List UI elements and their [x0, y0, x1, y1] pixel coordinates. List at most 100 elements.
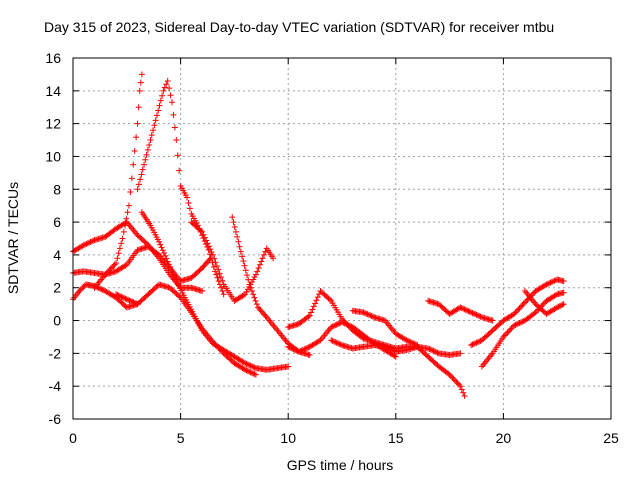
data-point-marker — [118, 240, 125, 247]
data-point-marker — [336, 320, 343, 327]
data-point-marker — [429, 347, 436, 354]
data-point-marker — [106, 267, 113, 274]
data-point-marker — [306, 352, 313, 359]
x-tick-label: 25 — [603, 430, 619, 446]
data-point-marker — [111, 261, 118, 268]
data-point-marker — [79, 285, 86, 292]
data-point-marker — [215, 266, 222, 273]
data-point-marker — [148, 132, 155, 139]
data-point-marker — [231, 224, 238, 231]
data-point-marker — [242, 366, 249, 373]
data-point-marker — [299, 346, 306, 353]
data-point-marker — [119, 235, 126, 242]
y-tick-label: 4 — [53, 247, 61, 263]
data-point-marker — [332, 339, 339, 346]
data-point-marker — [554, 304, 561, 311]
data-point-marker — [207, 246, 214, 253]
data-point-marker — [159, 247, 166, 254]
data-point-marker — [103, 270, 110, 277]
series-track-15 — [468, 276, 567, 349]
data-point-marker — [431, 348, 438, 355]
data-point-marker — [363, 310, 370, 317]
data-point-marker — [328, 324, 335, 331]
data-point-marker — [243, 367, 250, 374]
data-point-marker — [247, 369, 254, 376]
data-point-marker — [367, 312, 374, 319]
data-point-marker — [113, 291, 120, 298]
data-point-marker — [240, 365, 247, 372]
data-point-marker — [160, 87, 167, 94]
data-point-marker — [247, 284, 254, 291]
data-point-marker — [519, 318, 526, 325]
data-point-marker — [211, 255, 218, 262]
chart-title: Day 315 of 2023, Sidereal Day-to-day VTE… — [44, 19, 554, 35]
data-point-marker — [411, 340, 418, 347]
data-point-marker — [122, 295, 129, 302]
data-point-marker — [293, 347, 300, 354]
data-point-marker — [517, 319, 524, 326]
data-point-marker — [123, 215, 130, 222]
data-point-marker — [100, 287, 107, 294]
data-point-marker — [542, 282, 549, 289]
data-point-marker — [560, 301, 567, 308]
data-point-marker — [167, 92, 174, 99]
data-point-marker — [517, 303, 524, 310]
data-point-marker — [216, 270, 223, 277]
data-point-marker — [137, 79, 144, 86]
y-tick-label: 0 — [53, 313, 61, 329]
data-point-marker — [291, 346, 298, 353]
data-point-marker — [468, 342, 475, 349]
data-point-marker — [404, 337, 411, 344]
data-point-marker — [468, 309, 475, 316]
data-point-marker — [242, 267, 249, 274]
data-point-marker — [312, 300, 319, 307]
data-point-marker — [560, 278, 567, 285]
data-point-marker — [262, 248, 269, 255]
data-point-marker — [234, 233, 241, 240]
data-point-marker — [305, 313, 312, 320]
data-point-marker — [135, 104, 142, 111]
data-markers — [70, 71, 567, 400]
data-point-marker — [314, 294, 321, 301]
data-point-marker — [102, 271, 109, 278]
data-point-marker — [115, 292, 122, 299]
data-point-marker — [507, 326, 514, 333]
data-point-marker — [259, 255, 266, 262]
data-point-marker — [165, 261, 172, 268]
data-point-marker — [209, 251, 216, 258]
data-point-marker — [458, 386, 465, 393]
data-point-marker — [253, 301, 260, 308]
series-track-7 — [138, 209, 292, 373]
data-point-marker — [456, 381, 463, 388]
data-point-marker — [80, 242, 87, 249]
y-tick-label: 12 — [45, 116, 61, 132]
data-point-marker — [270, 255, 277, 262]
data-point-marker — [516, 320, 523, 327]
data-point-marker — [113, 260, 120, 267]
data-point-marker — [144, 146, 151, 153]
data-point-marker — [532, 309, 539, 316]
data-point-marker — [539, 302, 546, 309]
data-point-marker — [313, 297, 320, 304]
data-point-marker — [552, 305, 559, 312]
data-point-marker — [77, 286, 84, 293]
data-point-marker — [185, 199, 192, 206]
data-point-marker — [122, 222, 129, 229]
data-point-marker — [505, 328, 512, 335]
data-point-marker — [446, 371, 453, 378]
data-point-marker — [382, 343, 389, 350]
data-point-marker — [333, 339, 340, 346]
data-point-marker — [254, 268, 261, 275]
data-point-marker — [82, 241, 89, 248]
data-point-marker — [155, 107, 162, 114]
data-point-marker — [163, 255, 170, 262]
data-point-marker — [84, 240, 91, 247]
data-point-marker — [360, 309, 367, 316]
data-point-marker — [511, 310, 518, 317]
series-track-16 — [478, 289, 567, 370]
data-point-marker — [154, 250, 161, 257]
data-point-marker — [287, 345, 294, 352]
data-point-marker — [402, 336, 409, 343]
data-point-marker — [337, 341, 344, 348]
y-tick-label: 10 — [45, 148, 61, 164]
